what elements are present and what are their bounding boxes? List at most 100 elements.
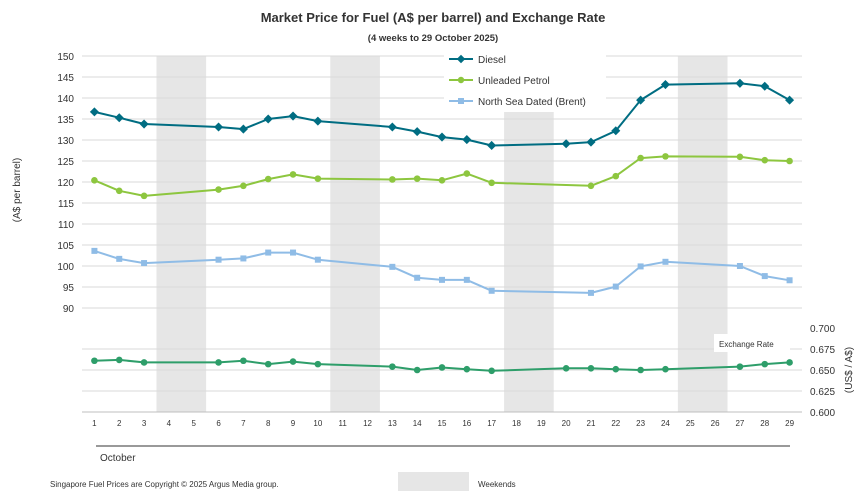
data-point-unleaded-petrol	[140, 192, 148, 200]
y-tick-label: 100	[57, 262, 74, 273]
data-point-exchange-rate	[786, 359, 793, 366]
data-point-exchange-rate	[389, 363, 396, 370]
data-point-exchange-rate	[736, 363, 744, 370]
series-unleaded-petrol	[91, 153, 793, 200]
data-point-exchange-rate	[587, 365, 595, 372]
chart-title: Market Price for Fuel (A$ per barrel) an…	[261, 10, 606, 25]
x-tick-label: 23	[636, 419, 645, 428]
data-point-north-sea-dated-brent	[141, 260, 148, 267]
x-tick-label: 4	[167, 419, 172, 428]
y-tick-label: 135	[57, 115, 74, 126]
y-tick-label: 90	[63, 304, 75, 315]
data-point-north-sea-dated-brent	[215, 256, 222, 263]
x-tick-label: 17	[487, 419, 496, 428]
y-tick-label: 145	[57, 73, 74, 84]
data-point-unleaded-petrol	[637, 154, 644, 162]
series-line-unleaded-petrol	[94, 155, 790, 197]
legend-item-brent: North Sea Dated (Brent)	[449, 97, 586, 108]
data-point-exchange-rate	[314, 360, 322, 368]
x-tick-label: 14	[413, 419, 422, 428]
data-point-exchange-rate	[463, 365, 471, 373]
data-point-north-sea-dated-brent	[786, 277, 793, 284]
data-point-diesel	[288, 111, 298, 121]
series-diesel	[89, 78, 795, 150]
x-tick-label: 12	[363, 419, 372, 428]
legend-petrol-label: Unleaded Petrol	[478, 76, 550, 87]
y-tick-label: 150	[57, 52, 74, 63]
legend-brent-label: North Sea Dated (Brent)	[478, 97, 586, 108]
data-point-exchange-rate	[215, 359, 222, 366]
weekend-band	[156, 56, 207, 412]
data-point-diesel	[636, 95, 646, 105]
data-point-unleaded-petrol	[463, 170, 471, 177]
data-point-diesel	[114, 113, 124, 123]
x-axis-ticks: 1 2 3 4 5 6 7 8 9 10 11 12 13 14 15 16 17 18 19 20 21 22 23 24 2…	[92, 419, 794, 428]
data-point-unleaded-petrol	[289, 171, 297, 178]
data-point-north-sea-dated-brent	[414, 274, 421, 281]
data-point-north-sea-dated-brent	[240, 255, 247, 262]
y-tick-label: 140	[57, 94, 74, 105]
data-point-unleaded-petrol	[488, 179, 495, 187]
x-tick-label: 6	[216, 419, 221, 428]
data-point-diesel	[214, 122, 224, 132]
y2-tick-label: 0.625	[810, 387, 835, 398]
data-point-unleaded-petrol	[264, 175, 272, 183]
data-point-diesel	[238, 124, 248, 134]
x-tick-label: 9	[291, 419, 296, 428]
data-point-exchange-rate	[264, 360, 272, 368]
legend-item-unleaded-petrol: Unleaded Petrol	[449, 76, 550, 87]
x-tick-label: 13	[388, 419, 397, 428]
weekend-bands	[156, 56, 728, 412]
exchange-rate-label: Exchange Rate	[719, 340, 774, 349]
chart-subtitle: (4 weeks to 29 October 2025)	[368, 33, 498, 44]
legend-diesel-marker	[456, 54, 466, 64]
data-point-unleaded-petrol	[761, 156, 769, 164]
x-tick-label: 3	[142, 419, 147, 428]
data-point-unleaded-petrol	[91, 177, 98, 184]
y2-tick-label: 0.600	[810, 408, 835, 419]
data-point-exchange-rate	[637, 366, 644, 374]
data-point-exchange-rate	[662, 365, 669, 373]
x-tick-label: 19	[537, 419, 546, 428]
data-point-unleaded-petrol	[240, 182, 247, 190]
data-point-diesel	[462, 135, 472, 145]
data-point-diesel	[487, 140, 497, 150]
x-tick-label: 20	[562, 419, 571, 428]
data-point-diesel	[760, 81, 770, 91]
x-tick-label: 27	[735, 419, 744, 428]
data-point-exchange-rate	[289, 358, 297, 365]
x-tick-label: 29	[785, 419, 794, 428]
data-point-unleaded-petrol	[662, 153, 669, 160]
data-point-unleaded-petrol	[413, 175, 421, 182]
x-tick-label: 1	[92, 419, 97, 428]
data-point-diesel	[586, 137, 596, 147]
y-tick-label: 125	[57, 157, 74, 168]
legend-item-diesel: Diesel	[449, 54, 506, 66]
x-tick-label: 22	[611, 419, 620, 428]
data-point-north-sea-dated-brent	[91, 247, 98, 254]
data-point-diesel	[735, 78, 745, 88]
x-tick-label: 21	[587, 419, 596, 428]
data-point-exchange-rate	[413, 366, 421, 374]
data-point-diesel	[313, 116, 323, 126]
weekends-legend-swatch	[398, 472, 469, 491]
data-point-north-sea-dated-brent	[637, 263, 644, 270]
y-tick-label: 130	[57, 136, 74, 147]
data-point-diesel	[561, 139, 571, 149]
x-tick-label: 2	[117, 419, 122, 428]
data-point-north-sea-dated-brent	[488, 287, 495, 294]
data-point-unleaded-petrol	[587, 182, 595, 190]
data-point-north-sea-dated-brent	[761, 273, 768, 280]
copyright-notice: Singapore Fuel Prices are Copyright © 20…	[50, 480, 279, 489]
data-point-unleaded-petrol	[314, 175, 322, 182]
y2-axis-label: (US$ / A$)	[844, 347, 855, 393]
y-tick-label: 105	[57, 241, 74, 252]
data-point-north-sea-dated-brent	[439, 276, 445, 283]
weekend-band	[677, 56, 728, 412]
data-point-exchange-rate	[115, 356, 123, 364]
x-axis-label: October	[100, 453, 136, 464]
weekends-legend-label: Weekends	[478, 480, 516, 489]
x-tick-label: 11	[339, 419, 348, 428]
y-axis-ticks: 90 95 100 105 110 115 120 125 130 135 140 145 150	[57, 52, 74, 315]
legend-petrol-marker	[457, 76, 465, 84]
